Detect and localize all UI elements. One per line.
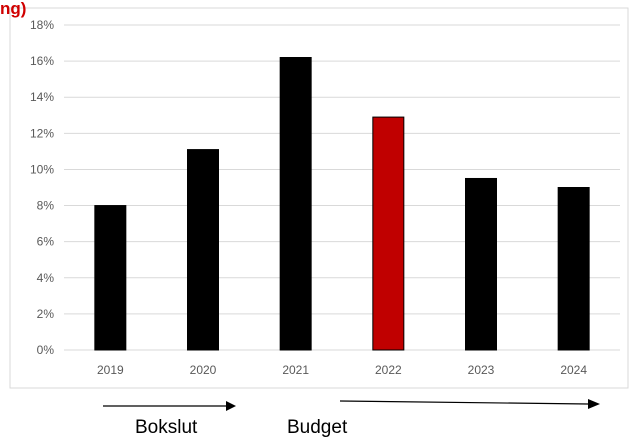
bar-2020 — [187, 149, 219, 351]
y-tick-label: 2% — [37, 307, 55, 321]
bar-2022 — [372, 116, 405, 351]
bar-2023 — [465, 177, 497, 351]
x-tick-label: 2020 — [190, 363, 217, 377]
y-tick-label: 18% — [30, 18, 54, 32]
y-tick-label: 0% — [37, 343, 55, 357]
x-tick-label: 2024 — [560, 363, 587, 377]
y-tick-label: 8% — [37, 199, 55, 213]
x-tick-label: 2021 — [282, 363, 309, 377]
y-tick-label: 16% — [30, 54, 54, 68]
y-tick-label: 4% — [37, 271, 55, 285]
y-tick-label: 6% — [37, 235, 55, 249]
bokslut-label: Bokslut — [135, 417, 198, 437]
x-axis-ticks: 2019 2020 2021 2022 2023 2024 — [97, 363, 587, 377]
budget-arrow — [339, 399, 600, 409]
bar-2019 — [94, 205, 127, 351]
y-tick-label: 12% — [30, 126, 54, 140]
budget-label: Budget — [287, 417, 348, 437]
chart-title-fragment: ng) — [0, 0, 26, 18]
x-tick-label: 2023 — [468, 363, 495, 377]
x-tick-label: 2019 — [97, 363, 124, 377]
y-axis-ticks: 0% 2% 4% 6% 8% 10% 12% 14% 16% 18% — [30, 18, 54, 357]
bokslut-arrow — [103, 401, 236, 411]
bar-series — [94, 57, 590, 351]
y-tick-label: 14% — [30, 90, 54, 104]
bar-2021 — [279, 57, 312, 351]
y-tick-label: 10% — [30, 162, 54, 176]
x-tick-label: 2022 — [375, 363, 402, 377]
gridlines — [64, 24, 620, 351]
bar-2024 — [557, 187, 590, 351]
